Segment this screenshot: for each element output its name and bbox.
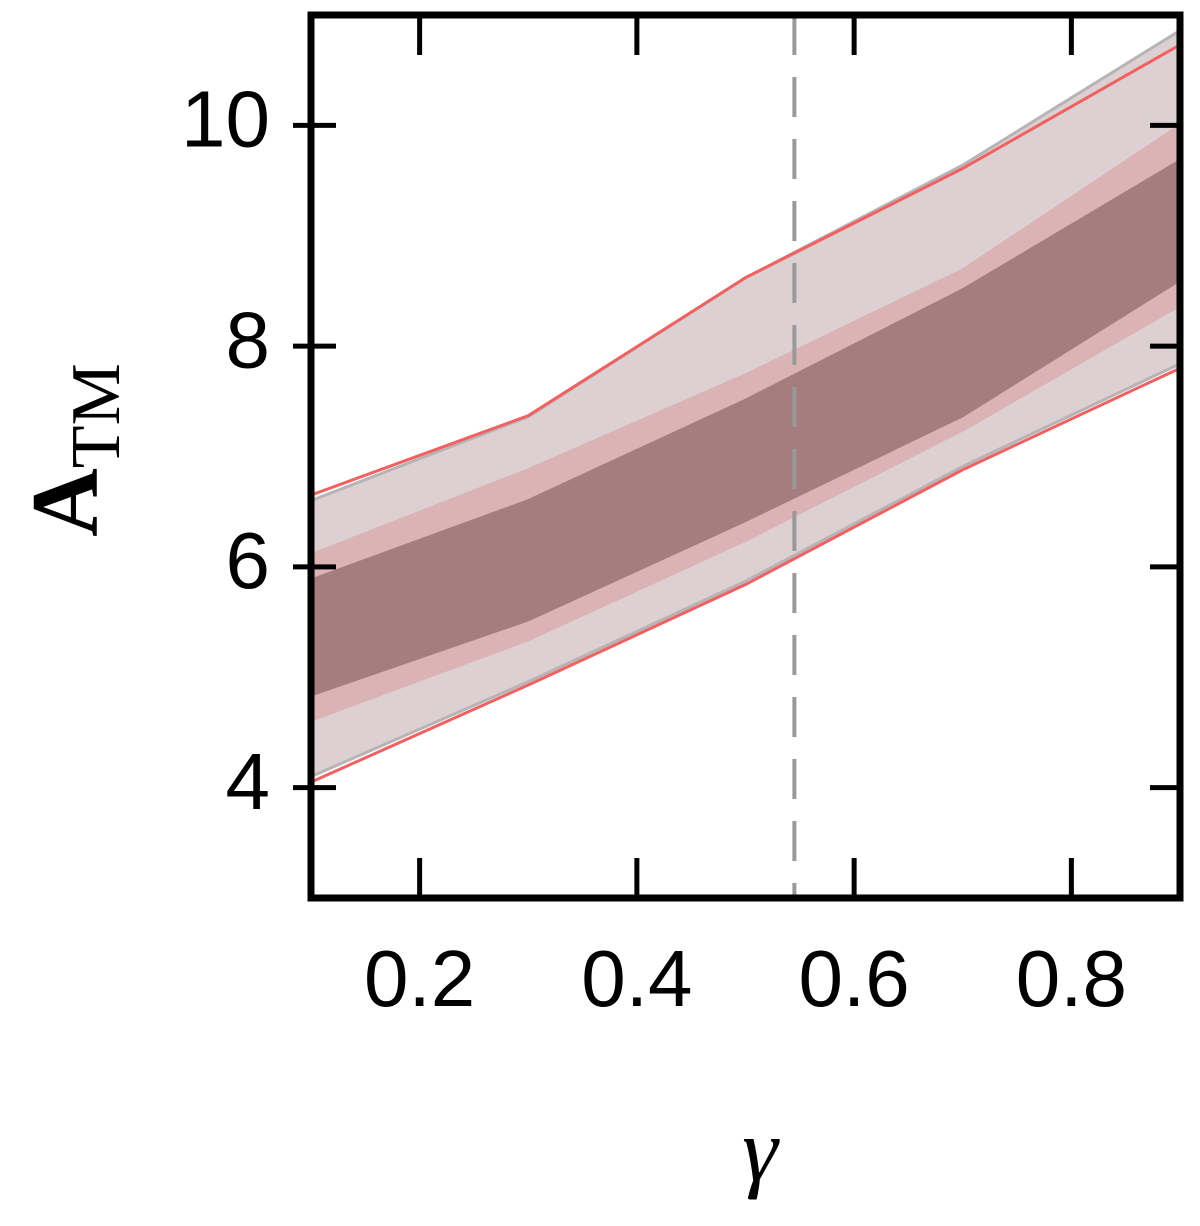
- y-tick-label: 10: [181, 75, 270, 164]
- x-tick-label: 0.2: [364, 934, 475, 1023]
- y-axis-label-subscript: TM: [58, 363, 135, 468]
- x-tick-label: 0.8: [1016, 934, 1127, 1023]
- x-axis-label: γ: [742, 1102, 780, 1201]
- y-tick-label: 4: [226, 737, 271, 826]
- band: [311, 43, 1180, 784]
- band: [311, 158, 1180, 697]
- plot-frame: [307, 11, 1184, 902]
- y-tick-label: 8: [226, 295, 271, 384]
- x-tick-label: 0.4: [581, 934, 692, 1023]
- y-axis-label: ATM: [12, 363, 135, 537]
- y-tick-label: 6: [226, 516, 271, 605]
- y-axis-label-main: A: [12, 468, 118, 537]
- x-tick-label: 0.6: [799, 934, 910, 1023]
